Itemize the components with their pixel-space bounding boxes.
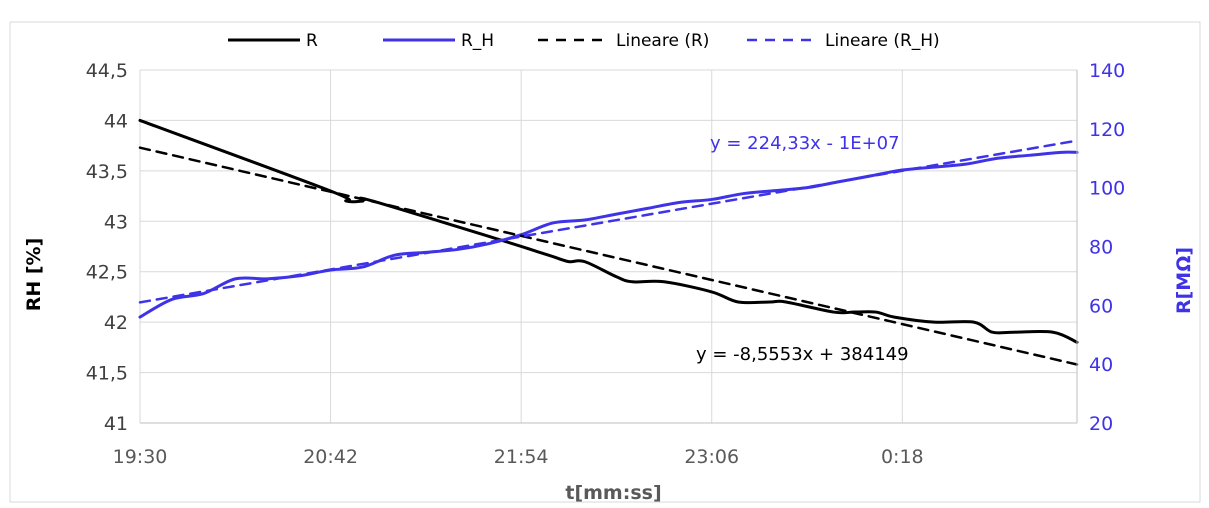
series-line-lineare-r <box>138 146 1079 366</box>
y-left-tick-label: 43 <box>104 211 128 233</box>
y-left-tick-label: 44,5 <box>86 60 128 82</box>
y-left-tick-label: 42,5 <box>86 262 128 284</box>
trendline-equation: y = 224,33x - 1E+07 <box>710 133 900 154</box>
x-tick-label: 19:30 <box>113 446 168 468</box>
y-right-tick-label: 80 <box>1089 237 1113 259</box>
y-right-tick-label: 40 <box>1089 354 1113 376</box>
legend: R R_H Lineare (R) Lineare (R_H) <box>228 31 940 51</box>
x-tick-label: 20:42 <box>303 446 358 468</box>
series-layer <box>138 118 1079 366</box>
y-right-tick-label: 100 <box>1089 178 1125 200</box>
legend-label: Lineare (R_H) <box>825 31 940 51</box>
y-left-tick-label: 41,5 <box>86 363 128 385</box>
legend-label: R_H <box>461 31 494 51</box>
trendline-equation: y = -8,5553x + 384149 <box>696 344 909 365</box>
series-line-lineare-r-h <box>138 139 1079 304</box>
x-axis-title: t[mm:ss] <box>565 482 661 504</box>
x-tick-label: 23:06 <box>684 446 739 468</box>
y-right-axis-title: R[MΩ] <box>1173 247 1195 314</box>
y-right-tick-label: 20 <box>1089 413 1113 435</box>
y-left-tick-label: 44 <box>104 110 128 132</box>
y-left-tick-label: 42 <box>104 312 128 334</box>
y-left-tick-label: 43,5 <box>86 161 128 183</box>
axis-layer: 41 41,5 42 42,5 43 43,5 44 44,5 20 40 60 80 100 120 14… <box>23 60 1195 504</box>
legend-label: Lineare (R) <box>616 31 709 51</box>
y-right-tick-label: 60 <box>1089 295 1113 317</box>
chart-border <box>9 21 1201 503</box>
y-left-tick-label: 41 <box>104 413 128 435</box>
y-right-tick-label: 120 <box>1089 119 1125 141</box>
legend-label: R <box>306 31 318 51</box>
y-right-tick-label: 140 <box>1089 60 1125 82</box>
x-tick-label: 0:18 <box>881 446 924 468</box>
x-tick-label: 21:54 <box>494 446 549 468</box>
annotation-layer: y = 224,33x - 1E+07 y = -8,5553x + 384149 <box>696 133 909 365</box>
y-left-axis-title: RH [%] <box>23 238 45 312</box>
